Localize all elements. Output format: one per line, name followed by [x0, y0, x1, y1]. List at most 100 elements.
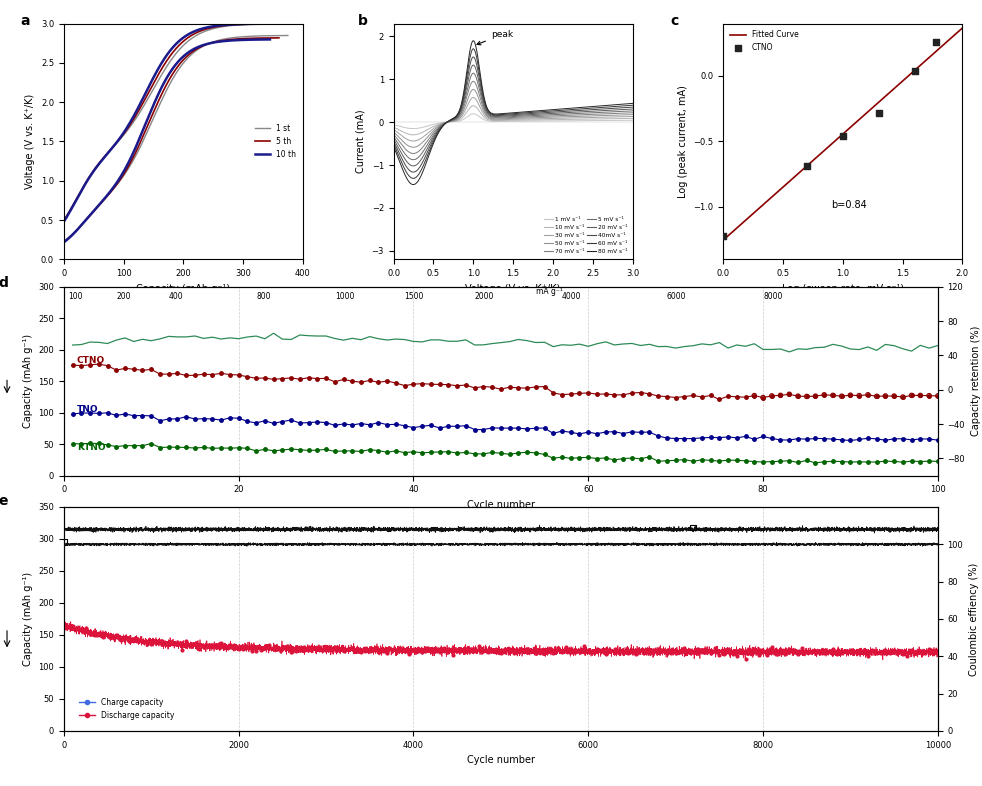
Point [393, 641, 409, 654]
Point [279, 640, 295, 652]
Point [414, 646, 430, 659]
Point [821, 645, 837, 657]
Point [550, 642, 566, 655]
Point [632, 644, 648, 656]
Point [475, 645, 491, 658]
CTNO [932, 391, 944, 401]
Point [737, 653, 753, 666]
Point [410, 645, 426, 657]
Point [489, 643, 505, 656]
Fitted Curve [948, 31, 959, 41]
Point [843, 645, 858, 657]
Point [673, 646, 688, 659]
Point [336, 645, 352, 657]
Point [782, 388, 797, 401]
Text: 2000: 2000 [474, 292, 494, 301]
TNO [905, 435, 917, 445]
Fitted Curve [767, 192, 779, 201]
X-axis label: Voltage (V vs. K⁺/K): Voltage (V vs. K⁺/K) [465, 284, 561, 294]
Point [685, 521, 701, 534]
Point [860, 650, 876, 663]
KTNO [242, 443, 253, 453]
Y-axis label: Coulombic effiency (%): Coulombic effiency (%) [969, 562, 979, 676]
Point [791, 647, 806, 659]
Point [227, 639, 243, 652]
Point [830, 648, 846, 660]
KTNO [905, 457, 917, 466]
Point [799, 646, 815, 659]
Point [388, 643, 404, 656]
Point [616, 647, 631, 659]
Fitted Curve [756, 201, 768, 211]
Point [864, 644, 880, 656]
Point [275, 642, 291, 655]
Point [751, 648, 767, 661]
TNO [67, 410, 79, 419]
Point [445, 649, 461, 662]
Text: 8000: 8000 [763, 292, 783, 301]
Point [900, 649, 915, 662]
Point [100, 630, 116, 642]
Point [812, 645, 828, 657]
Text: b=0.84: b=0.84 [831, 200, 867, 210]
Point [331, 645, 347, 657]
Fitted Curve [862, 107, 874, 116]
Fitted Curve [705, 246, 717, 255]
Text: a: a [21, 14, 30, 28]
TNO [591, 429, 603, 439]
Point [532, 645, 548, 657]
Point [236, 643, 251, 656]
Point [851, 389, 867, 402]
Point [834, 390, 849, 402]
Y-axis label: Current (mA): Current (mA) [355, 110, 366, 173]
CTNO [591, 390, 603, 399]
CTNO [907, 64, 923, 77]
KTNO [932, 457, 944, 466]
Point [528, 644, 544, 656]
Point [930, 390, 946, 402]
Point [860, 388, 876, 401]
Point [139, 637, 155, 650]
Point [471, 640, 487, 652]
Point [843, 389, 858, 402]
CTNO [799, 160, 815, 173]
Point [65, 620, 81, 633]
Point [773, 389, 789, 402]
Point [515, 645, 530, 657]
Point [646, 644, 662, 656]
CTNO [93, 359, 105, 369]
Text: mA g⁻¹: mA g⁻¹ [536, 287, 563, 296]
Point [354, 646, 369, 659]
KTNO [880, 457, 892, 466]
Point [305, 641, 321, 654]
Point [78, 622, 93, 634]
Point [625, 643, 640, 656]
Point [908, 646, 924, 659]
Point [122, 635, 137, 648]
Point [402, 648, 417, 660]
Point [764, 641, 780, 653]
Point [143, 638, 159, 651]
Point [397, 645, 412, 657]
Point [746, 643, 762, 656]
Point [734, 645, 749, 657]
Point [104, 631, 120, 644]
Text: KTNO: KTNO [77, 443, 105, 452]
Text: 1000: 1000 [335, 292, 355, 301]
Point [379, 647, 395, 659]
Point [156, 637, 172, 650]
Point [755, 391, 771, 404]
Fitted Curve [955, 24, 967, 34]
Point [314, 644, 330, 656]
CTNO [713, 395, 725, 404]
Point [257, 641, 273, 654]
Point [362, 645, 378, 657]
Point [834, 645, 849, 658]
Point [61, 621, 77, 634]
Point [511, 645, 526, 657]
Point [69, 623, 84, 635]
Point [113, 634, 129, 646]
Point [200, 638, 216, 651]
Point [773, 646, 789, 659]
Legend: Fitted Curve, CTNO: Fitted Curve, CTNO [728, 28, 801, 55]
